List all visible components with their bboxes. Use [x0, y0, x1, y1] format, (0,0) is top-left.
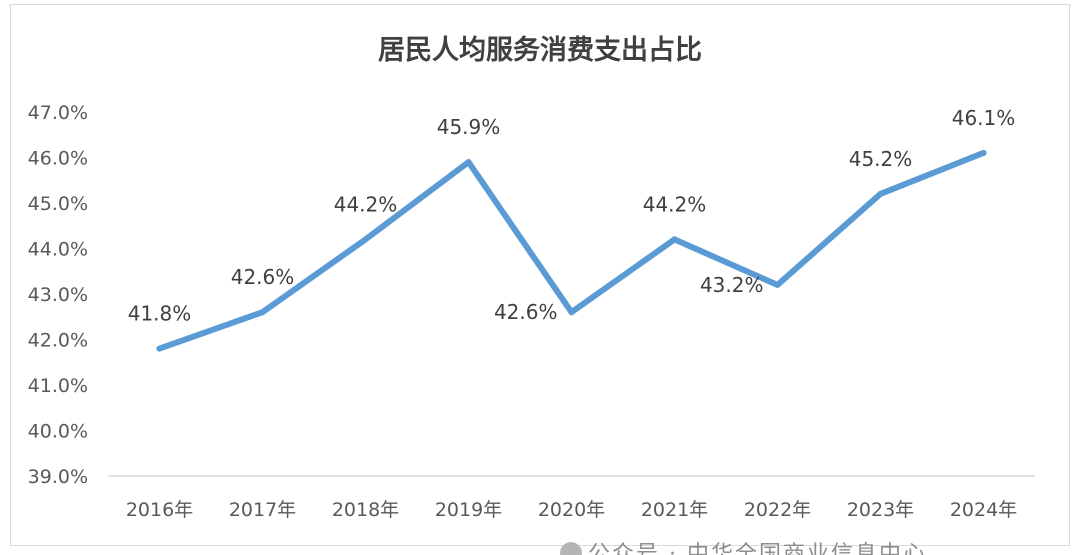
data-label: 45.9%: [437, 115, 501, 139]
data-point: [774, 281, 781, 288]
x-tick-label: 2022年: [744, 499, 811, 521]
x-tick-label: 2021年: [641, 499, 708, 521]
data-label: 45.2%: [849, 147, 913, 171]
chart-title: 居民人均服务消费支出占比: [378, 35, 702, 66]
x-tick-label: 2024年: [950, 499, 1017, 521]
data-point: [671, 236, 678, 243]
chart-frame: [10, 4, 1070, 546]
x-tick-label: 2018年: [332, 499, 399, 521]
data-point: [156, 345, 163, 352]
x-tick-label: 2017年: [229, 499, 296, 521]
y-tick-label: 43.0%: [28, 284, 88, 306]
wechat-icon: [560, 542, 582, 555]
data-point: [980, 149, 987, 156]
data-point: [362, 236, 369, 243]
y-tick-label: 41.0%: [28, 375, 88, 397]
data-point: [465, 159, 472, 166]
data-point: [568, 309, 575, 316]
y-tick-label: 40.0%: [28, 421, 88, 443]
y-tick-label: 42.0%: [28, 330, 88, 352]
x-tick-label: 2020年: [538, 499, 605, 521]
y-tick-label: 45.0%: [28, 193, 88, 215]
data-point: [877, 190, 884, 197]
data-label: 41.8%: [128, 302, 192, 326]
watermark: 公众号 · 中华全国商业信息中心: [560, 536, 927, 555]
y-tick-label: 46.0%: [28, 148, 88, 170]
data-label: 42.6%: [494, 300, 558, 324]
y-tick-label: 39.0%: [28, 466, 88, 488]
x-tick-label: 2023年: [847, 499, 914, 521]
data-label: 44.2%: [334, 192, 398, 216]
x-tick-label: 2019年: [435, 499, 502, 521]
x-tick-label: 2016年: [126, 499, 193, 521]
y-tick-label: 47.0%: [28, 102, 88, 124]
y-tick-label: 44.0%: [28, 239, 88, 261]
data-label: 43.2%: [700, 273, 764, 297]
watermark-text: 公众号 · 中华全国商业信息中心: [588, 542, 927, 555]
data-label: 46.1%: [952, 106, 1016, 130]
data-point: [259, 309, 266, 316]
data-label: 44.2%: [643, 192, 707, 216]
data-label: 42.6%: [231, 265, 295, 289]
series-line: [156, 149, 987, 352]
